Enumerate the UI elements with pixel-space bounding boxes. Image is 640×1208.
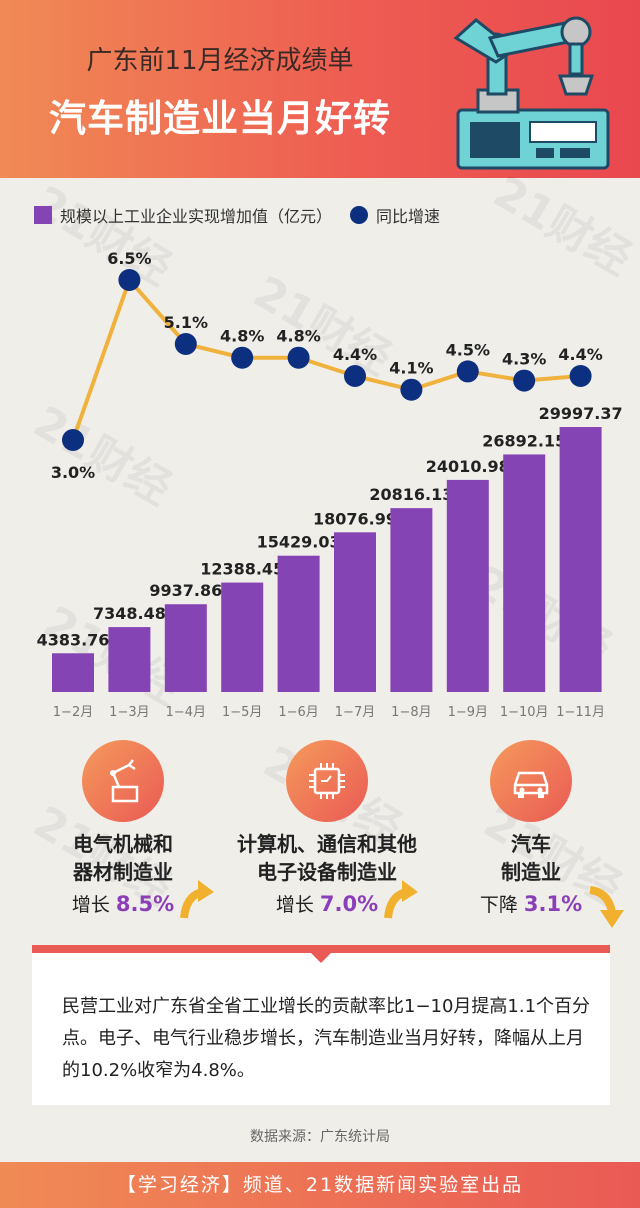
bar-value-label: 20816.13 [369,485,453,504]
growth-point [569,365,592,387]
category-change: 增长 7.0% [276,880,419,919]
x-tick-label: 1−11月 [556,705,605,720]
growth-value-label: 4.5% [446,340,490,359]
category-electrical: 电气机械和 器材制造业 增长 8.5% [18,740,228,919]
growth-point [456,360,479,383]
bar [446,479,489,692]
bar [390,508,433,692]
growth-value-label: 6.5% [107,249,151,268]
x-tick-label: 1−3月 [109,705,149,720]
change-value: 3.1% [523,892,583,916]
category-name: 电气机械和 器材制造业 [73,832,173,884]
legend-bar-label: 规模以上工业企业实现增加值（亿元） [60,207,333,226]
bar [221,582,264,692]
bar [164,604,207,692]
arrow-up-icon [384,880,419,919]
category-change: 下降 3.1% [480,886,625,928]
car-icon [513,771,549,798]
growth-value-label: 5.1% [164,313,208,332]
growth-value-label: 4.8% [276,327,320,346]
x-tick-label: 1−7月 [335,705,375,720]
legend-line-swatch [350,206,369,224]
growth-point [62,429,84,451]
growth-point [118,269,141,291]
x-tick-label: 1−10月 [500,705,549,720]
growth-value-label: 4.4% [333,345,377,364]
category-name: 计算机、通信和其他 电子设备制造业 [237,832,417,884]
summary-text: 民营工业对广东省全省工业增长的贡献率比1−10月提高1.1个百分点。电子、电气行… [62,996,591,1081]
growth-value-label: 3.0% [51,463,95,482]
growth-value-label: 4.8% [220,327,264,346]
x-tick-label: 1−2月 [53,705,93,720]
category-icon-circle [490,740,572,822]
bar-value-label: 15429.03 [257,533,341,552]
change-value: 7.0% [319,892,379,916]
x-tick-label: 1−5月 [222,705,262,720]
category-auto: 汽车 制造业 下降 3.1% [426,740,636,928]
growth-line [71,276,581,441]
category-icon-circle [286,740,368,822]
robot-arm-icon [110,759,139,803]
legend-bar-swatch [34,206,52,224]
x-tick-label: 1−6月 [278,705,318,720]
bar [277,555,320,692]
arrow-down-icon [589,886,625,928]
combo-chart: 4383.76 1−2月 7348.48 1−3月 9937.86 1−4月 12388.4… [37,249,623,720]
title-line-1: 广东前11月经济成绩单 [86,46,354,76]
industrial-robot-icon [453,16,610,170]
bar-value-label: 29997.37 [539,404,623,423]
bar-value-label: 18076.99 [313,509,397,528]
x-tick-label: 1−4月 [166,705,206,720]
bar-value-label: 7348.48 [93,604,166,623]
bar [503,454,546,692]
category-name: 汽车 制造业 [501,832,561,884]
growth-value-label: 4.4% [558,345,602,364]
growth-point [344,365,366,387]
x-tick-label: 1−8月 [391,705,431,720]
legend-line-label: 同比增速 [376,207,441,226]
change-value: 8.5% [115,892,175,916]
bar [52,653,94,692]
arrow-up-icon [180,880,215,919]
bar-value-label: 12388.45 [200,560,284,579]
category-electronics: 计算机、通信和其他 电子设备制造业 增长 7.0% [222,740,432,919]
footer-credit: 【学习经济】频道、21数据新闻实验室出品 [0,1162,640,1208]
growth-point [231,346,254,369]
bar [559,427,602,692]
bar-value-label: 9937.86 [149,581,222,600]
bar-value-label: 26892.15 [482,431,566,450]
growth-point [174,333,197,355]
bar-value-label: 24010.98 [426,457,510,476]
bar-value-label: 4383.76 [37,630,110,649]
category-change: 增长 8.5% [72,880,215,919]
data-source: 数据来源：广东统计局 [250,1129,390,1145]
header-banner: 广东前11月经济成绩单 汽车制造业当月好转 [0,0,640,178]
x-tick-label: 1−9月 [448,705,488,720]
category-icon-circle [82,740,164,822]
chart-legend: 规模以上工业企业实现增加值（亿元） 同比增速 [34,203,440,227]
bar [108,627,151,692]
summary-box: 民营工业对广东省全省工业增长的贡献率比1−10月提高1.1个百分点。电子、电气行… [32,945,610,1105]
growth-point [287,346,310,369]
summary-accent-bar [32,945,610,953]
summary-notch [311,953,331,963]
chip-icon [309,763,345,799]
growth-point [400,378,423,401]
title-line-2: 汽车制造业当月好转 [49,97,391,140]
growth-value-label: 4.1% [389,359,433,378]
growth-value-label: 4.3% [502,350,546,369]
bar [334,532,376,692]
growth-point [513,369,536,392]
